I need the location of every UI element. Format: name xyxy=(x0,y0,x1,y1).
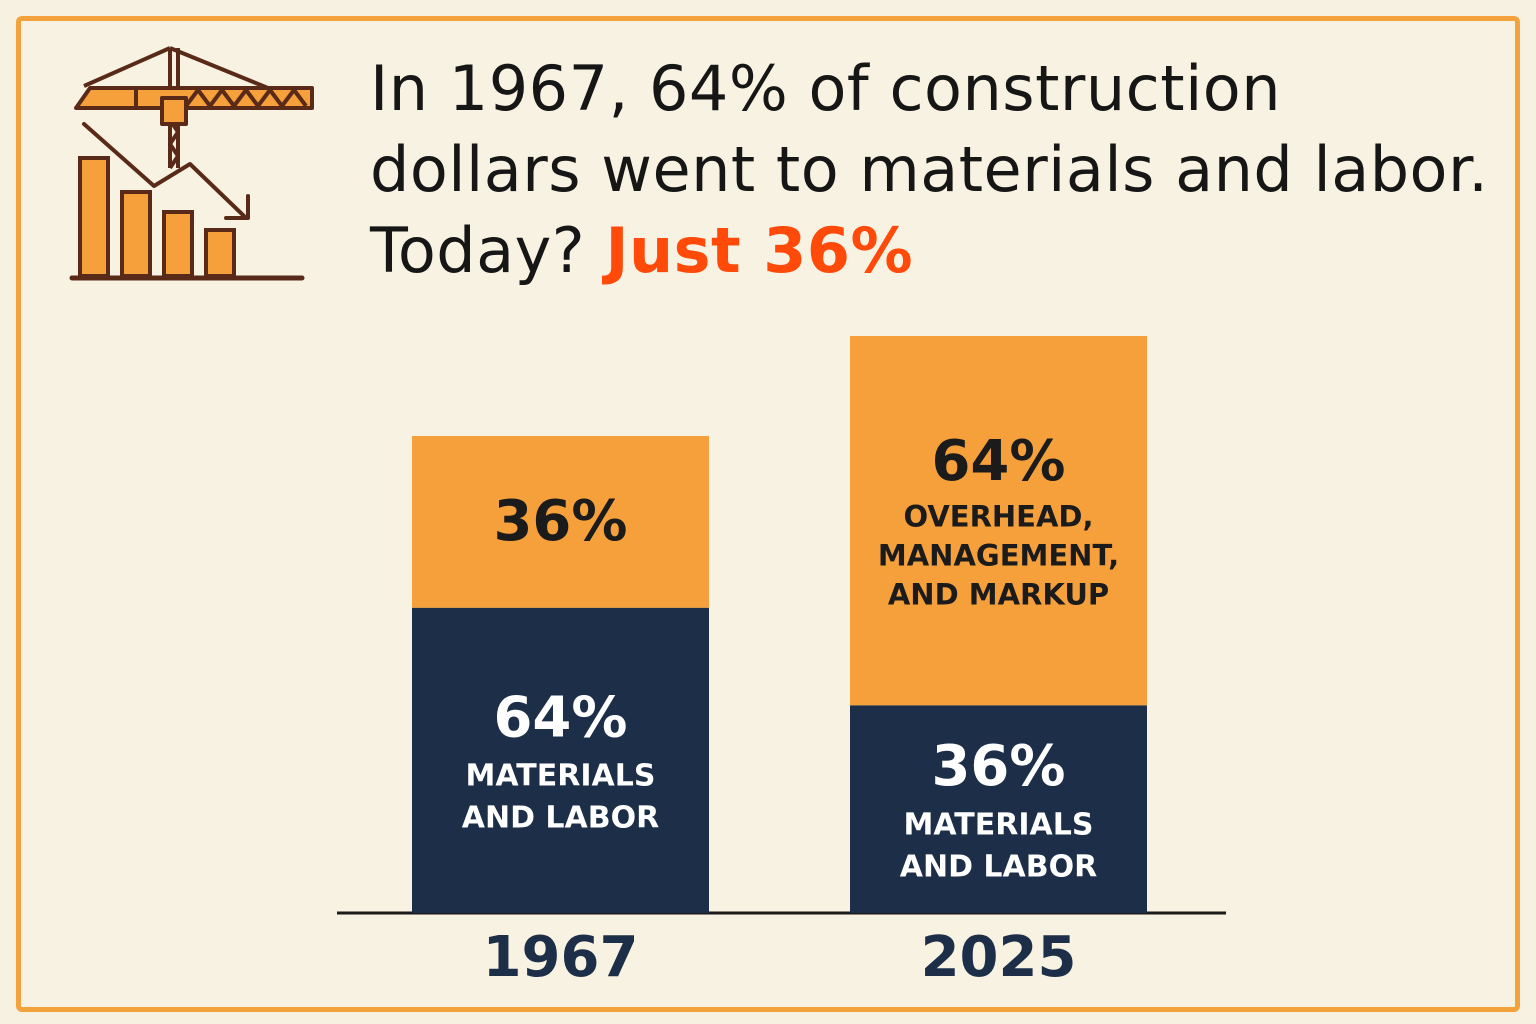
segment-category-label: AND LABOR xyxy=(900,849,1097,884)
x-tick-label: 1967 xyxy=(483,925,639,990)
segment-percent-label: 64% xyxy=(493,685,627,750)
bar-segment-overhead-1967 xyxy=(412,436,709,608)
segment-category-label: AND LABOR xyxy=(462,800,659,835)
crane-icon xyxy=(74,46,314,170)
segment-percent-label: 36% xyxy=(931,734,1065,799)
headline: In 1967, 64% of construction dollars wen… xyxy=(370,48,1500,291)
headline-line-1: In 1967, 64% of construction xyxy=(370,52,1282,125)
infographic-frame xyxy=(16,16,1520,1012)
segment-category-label: OVERHEAD, xyxy=(903,499,1093,533)
segment-category-label: AND MARKUP xyxy=(888,577,1109,611)
x-tick-label: 2025 xyxy=(921,925,1077,990)
segment-category-label: MATERIALS xyxy=(904,807,1094,842)
bar-segment-materials-labor-1967 xyxy=(412,607,709,913)
headline-highlight: Just 36% xyxy=(605,214,914,287)
declining-bars-icon xyxy=(69,156,305,281)
headline-line-3: Today? Just 36% xyxy=(370,210,1500,291)
segment-percent-label: 36% xyxy=(493,489,627,554)
headline-prefix: Today? xyxy=(370,214,606,287)
downward-trend-arrow-icon xyxy=(82,122,250,220)
segment-category-label: MATERIALS xyxy=(466,758,656,793)
bar-segment-overhead-2025 xyxy=(850,336,1147,706)
segment-percent-label: 64% xyxy=(931,429,1065,494)
bar-segment-materials-labor-2025 xyxy=(850,705,1147,913)
segment-category-label: MANAGEMENT, xyxy=(878,538,1119,572)
construction-crane-chart-icon xyxy=(69,46,314,281)
headline-line-2: dollars went to materials and labor. xyxy=(370,133,1489,206)
